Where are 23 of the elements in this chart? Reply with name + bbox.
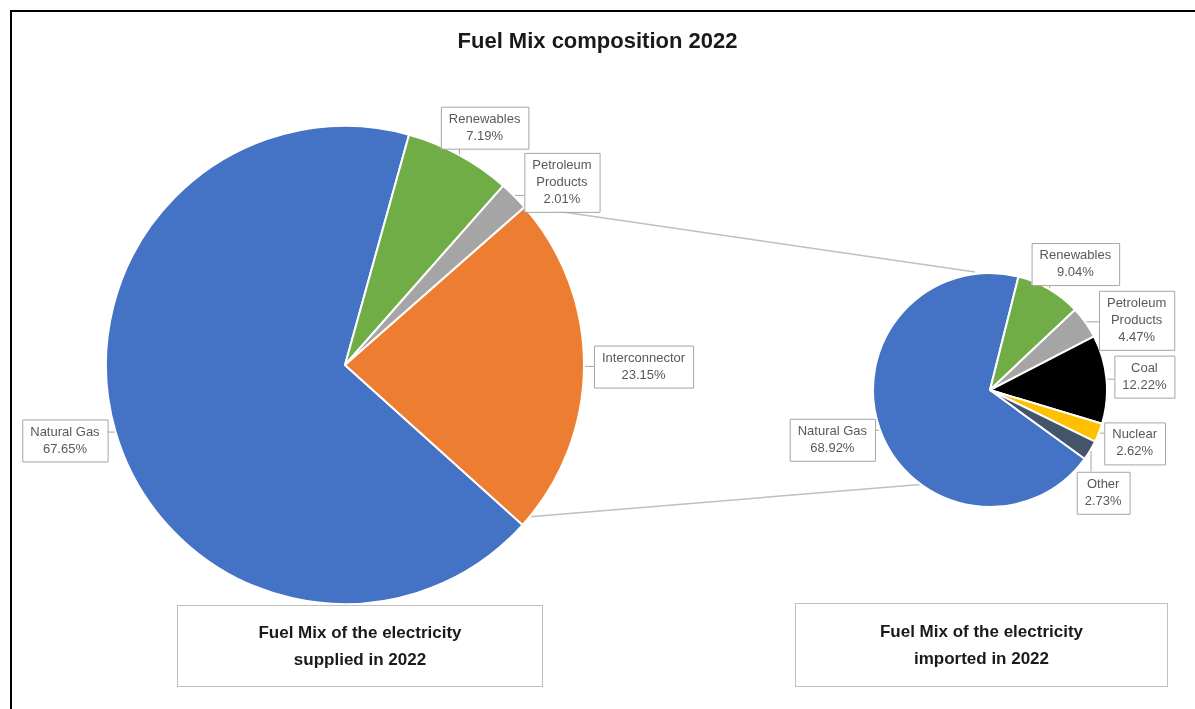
- data-label: 9.04%: [1056, 264, 1095, 280]
- data-label: 2.73%: [1084, 492, 1123, 508]
- data-label: 7.19%: [466, 127, 504, 143]
- slice-label: Natural Gas: [30, 423, 101, 439]
- slice-label: Other: [1086, 475, 1121, 491]
- data-label: 12.22%: [1122, 376, 1167, 392]
- slice-label: Renewables: [1039, 247, 1112, 263]
- slice-label: Petroleum Products: [532, 156, 592, 189]
- text: Fuel Mix of the electricity supplied in 2022: [177, 605, 543, 687]
- slice-label: Petroleum Products: [1106, 294, 1167, 327]
- slice-label: Coal: [1131, 359, 1158, 375]
- data-label: 2.62%: [1116, 443, 1154, 459]
- slice-label: Interconnector: [601, 349, 686, 365]
- data-label: 68.92%: [810, 439, 855, 455]
- slice-label: Renewables: [448, 110, 521, 126]
- slice-label: Natural Gas: [797, 422, 868, 438]
- data-label: 23.15%: [621, 366, 667, 382]
- chart-title: Fuel Mix composition 2022: [456, 28, 739, 54]
- text: Fuel Mix of the electricity imported in 2022: [795, 603, 1168, 687]
- slice-label: Nuclear: [1112, 426, 1158, 442]
- data-label: 2.01%: [543, 190, 581, 206]
- data-label: 4.47%: [1118, 328, 1156, 344]
- data-label: 67.65%: [42, 440, 88, 456]
